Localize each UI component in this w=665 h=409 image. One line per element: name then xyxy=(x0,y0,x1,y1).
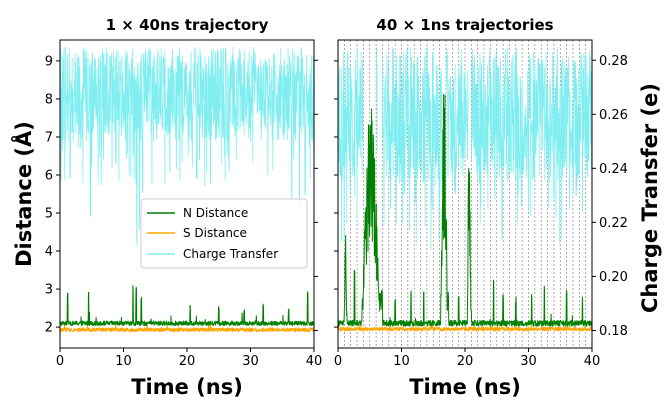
right-s-distance-series xyxy=(338,319,592,332)
left-xtick-label: 10 xyxy=(115,354,132,369)
left-ytick-label: 2 xyxy=(45,321,53,336)
right-panel: 40 × 1ns trajectories 0 10 20 30 40 0.18… xyxy=(334,16,662,399)
left-ytick-label: 6 xyxy=(45,168,53,183)
charge-transfer-line xyxy=(60,46,314,246)
left-n-distance-series xyxy=(60,285,314,327)
right-ytick-label: 0.24 xyxy=(599,162,628,177)
right-xtick-label: 10 xyxy=(393,354,410,369)
right-charge-ticks: 0.18 0.20 0.22 0.24 0.26 0.28 xyxy=(592,54,628,339)
left-title: 1 × 40ns trajectory xyxy=(106,16,269,34)
left-charge-transfer-series xyxy=(60,46,314,246)
right-ytick-label: 0.22 xyxy=(599,216,628,231)
left-ytick-label: 7 xyxy=(45,130,53,145)
left-x-ticks: 0 10 20 30 40 xyxy=(56,348,322,369)
right-ytick-label: 0.26 xyxy=(599,108,628,123)
left-s-distance-series xyxy=(60,320,314,333)
s-distance-line xyxy=(60,320,314,333)
right-left-ticks xyxy=(334,60,338,328)
n-distance-line xyxy=(60,285,314,327)
legend-label-n-distance: N Distance xyxy=(183,206,248,220)
left-xtick-label: 40 xyxy=(306,354,323,369)
left-x-axis-label: Time (ns) xyxy=(131,375,243,399)
right-y-axis-label: Charge Transfer (e) xyxy=(638,83,662,313)
s-distance-line xyxy=(338,319,592,332)
right-xtick-label: 0 xyxy=(334,354,342,369)
legend-label-s-distance: S Distance xyxy=(183,226,247,240)
charge-transfer-line xyxy=(338,46,592,250)
left-y-ticks: 2 3 4 5 6 7 8 9 xyxy=(45,54,60,336)
left-ytick-label: 4 xyxy=(45,245,53,260)
right-n-distance-series xyxy=(338,93,592,327)
n-distance-line xyxy=(338,93,592,327)
left-right-ticks xyxy=(314,59,318,331)
right-xtick-label: 30 xyxy=(520,354,537,369)
right-x-axis-label: Time (ns) xyxy=(409,375,521,399)
left-xtick-label: 20 xyxy=(179,354,196,369)
right-ytick-label: 0.28 xyxy=(599,54,628,69)
left-xtick-label: 30 xyxy=(242,354,259,369)
legend-label-charge-transfer: Charge Transfer xyxy=(183,247,278,261)
left-ytick-label: 9 xyxy=(45,54,53,69)
right-title: 40 × 1ns trajectories xyxy=(376,16,553,34)
legend-box xyxy=(140,198,308,269)
left-ytick-label: 5 xyxy=(45,207,53,222)
right-ytick-label: 0.20 xyxy=(599,270,628,285)
right-xtick-label: 40 xyxy=(584,354,601,369)
right-charge-transfer-series xyxy=(338,46,592,250)
left-ytick-label: 8 xyxy=(45,92,53,107)
right-x-ticks: 0 10 20 30 40 xyxy=(334,348,600,369)
right-xtick-label: 20 xyxy=(457,354,474,369)
left-panel: 1 × 40ns trajectory 0 10 20 30 40 2 3 4 … xyxy=(11,16,322,399)
left-ytick-label: 3 xyxy=(45,283,53,298)
legend: N Distance S Distance Charge Transfer xyxy=(140,198,308,269)
left-xtick-label: 0 xyxy=(56,354,64,369)
right-ytick-label: 0.18 xyxy=(599,324,628,339)
left-y-axis-label: Distance (Å) xyxy=(11,121,36,267)
